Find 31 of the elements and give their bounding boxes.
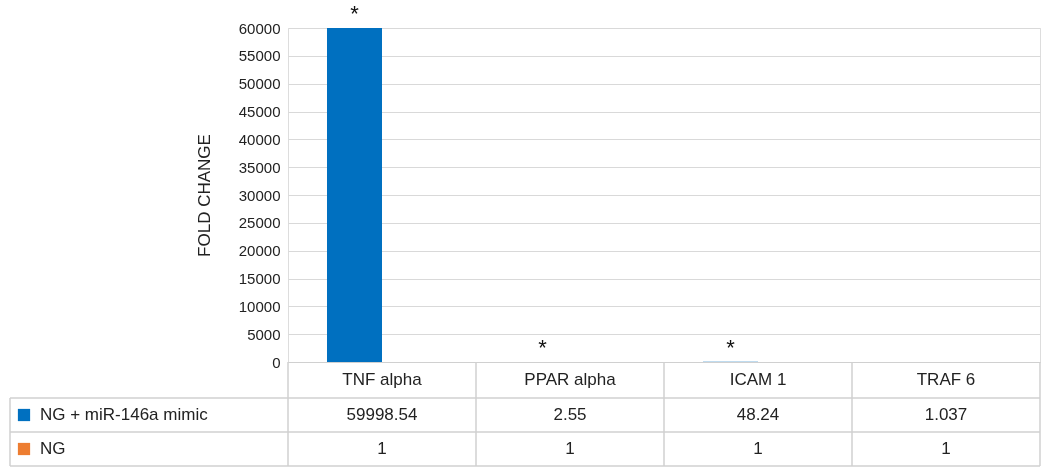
y-axis-title: FOLD CHANGE [194,134,214,257]
y-tick-label: 10000 [238,297,281,315]
data-label: 1 [753,439,763,458]
data-label: 1 [377,439,387,458]
y-tick-label: 20000 [238,242,281,260]
y-tick-label: 40000 [238,130,281,148]
data-label: 1.037 [924,405,968,424]
data-label: 59998.54 [346,405,418,424]
y-tick-label: 50000 [238,75,281,93]
data-label: 48.24 [736,405,780,424]
x-tick-label: PPAR alpha [524,369,617,389]
y-tick-label: 30000 [238,186,281,204]
y-tick-label: 5000 [247,325,281,343]
y-tick-label: 55000 [238,47,281,65]
x-tick-label: TRAF 6 [916,369,976,389]
annotation: * [350,1,360,27]
annotation: * [726,334,736,360]
legend-label: NG + miR-146a mimic [40,405,209,424]
y-tick-label: 35000 [238,158,281,176]
data-label: 2.55 [553,405,587,424]
data-label: 1 [565,439,575,458]
x-tick-label: ICAM 1 [729,369,787,389]
y-tick-label: 45000 [238,103,281,120]
legend-label: NG [40,439,66,458]
y-tick-label: 25000 [238,214,281,232]
y-tick-label: 60000 [238,19,281,37]
data-label: 1 [941,439,951,458]
x-tick-label: TNF alpha [342,369,423,389]
y-tick-label: 15000 [238,270,281,287]
annotation: * [538,334,548,360]
y-tick-label: 0 [272,353,281,371]
